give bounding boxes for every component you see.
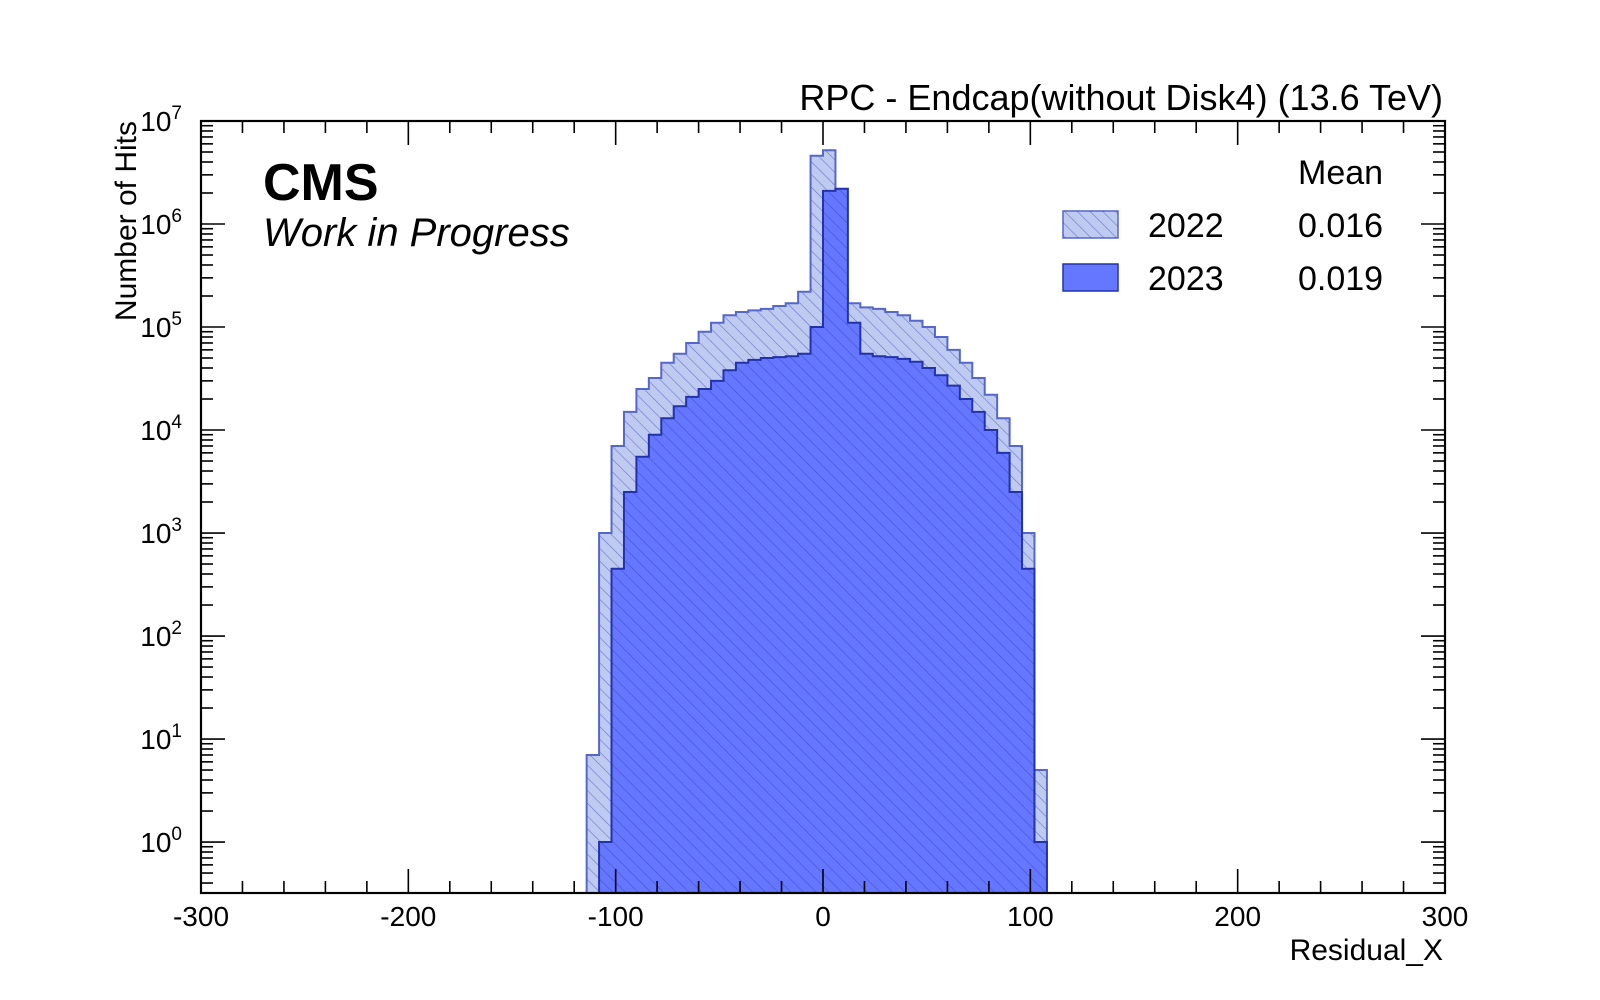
legend-mean-2023: 0.019 bbox=[1298, 260, 1383, 298]
bar-hatch-2023-28 bbox=[934, 375, 948, 893]
bar-hatch-2023-21 bbox=[847, 322, 861, 893]
series-outline-2022 bbox=[585, 149, 1048, 893]
bar-hatch-2023-29 bbox=[947, 385, 961, 893]
bar-hatch-2022-0 bbox=[586, 754, 600, 893]
bar-hatch-2023-30 bbox=[959, 399, 973, 893]
bar-hatch-2023-27 bbox=[922, 367, 936, 893]
bar-hatch-2023-6 bbox=[661, 418, 675, 893]
bar-hatch-2023-19 bbox=[823, 190, 836, 894]
bar-hatch-2023-7 bbox=[673, 406, 687, 893]
bar-hatch-2023-8 bbox=[686, 396, 699, 893]
bar-hatch-2023-17 bbox=[798, 353, 811, 893]
bar-hatch-2023-35 bbox=[1022, 568, 1035, 893]
bar-hatch-2022-1 bbox=[599, 533, 612, 893]
experiment-label: CMS bbox=[263, 154, 379, 212]
x-tick-label: 100 bbox=[1007, 901, 1054, 932]
bar-hatch-2023-12 bbox=[735, 362, 749, 893]
bar-hatch-2023-33 bbox=[997, 452, 1010, 893]
histogram-bars bbox=[585, 149, 1048, 894]
y-axis-label: Number of Hits bbox=[110, 121, 143, 321]
x-tick-label: 0 bbox=[815, 901, 831, 932]
chart-title: RPC - Endcap(without Disk4) (13.6 TeV) bbox=[799, 77, 1443, 118]
y-tick-label: 102 bbox=[140, 618, 182, 652]
bar-hatch-2023-36 bbox=[1034, 842, 1048, 893]
y-tick-label: 105 bbox=[140, 309, 182, 343]
bar-hatch-2023-25 bbox=[897, 358, 911, 893]
series-2023 bbox=[586, 187, 1048, 894]
bar-hatch-2023-24 bbox=[885, 357, 899, 893]
x-tick-label: 300 bbox=[1422, 901, 1469, 932]
legend: Mean 2022 0.016 2023 0.019 bbox=[1062, 154, 1383, 298]
bar-hatch-2023-4 bbox=[636, 456, 650, 893]
bar-hatch-2023-10 bbox=[711, 380, 724, 893]
bar-hatch-2023-2 bbox=[611, 568, 625, 893]
bar-hatch-2023-15 bbox=[773, 357, 787, 893]
bar-hatch-2023-5 bbox=[648, 434, 662, 893]
bar-hatch-2023-14 bbox=[760, 358, 774, 893]
bar-hatch-2023-26 bbox=[910, 361, 923, 893]
legend-label-2023: 2023 bbox=[1148, 260, 1224, 298]
status-label: Work in Progress bbox=[263, 211, 570, 255]
legend-swatch-2022-hatch bbox=[1063, 211, 1118, 238]
legend-swatch-2023 bbox=[1062, 263, 1119, 292]
legend-mean-2022: 0.016 bbox=[1298, 207, 1383, 245]
y-tick-label: 101 bbox=[140, 721, 182, 755]
y-tick-label: 106 bbox=[140, 206, 182, 240]
legend-label-2022: 2022 bbox=[1148, 207, 1224, 245]
legend-entry-2022: 2022 0.016 bbox=[1062, 207, 1383, 245]
bar-hatch-2023-9 bbox=[698, 389, 712, 893]
bar-hatch-2023-1 bbox=[599, 842, 612, 893]
y-tick-label: 103 bbox=[140, 515, 182, 549]
bar-hatch-2023-34 bbox=[1009, 492, 1023, 893]
x-tick-label: 200 bbox=[1214, 901, 1261, 932]
bar-hatch-2023-23 bbox=[872, 356, 886, 893]
x-tick-label: -100 bbox=[588, 901, 644, 932]
bar-hatch-2023-22 bbox=[860, 353, 874, 893]
x-tick-label: -300 bbox=[173, 901, 229, 932]
bar-hatch-2023-20 bbox=[835, 188, 849, 893]
x-tick-label: -200 bbox=[380, 901, 436, 932]
bar-hatch-2023-18 bbox=[810, 327, 824, 893]
y-tick-label: 104 bbox=[140, 412, 182, 446]
bar-hatch-2023-32 bbox=[984, 430, 998, 893]
legend-entry-2023: 2023 0.019 bbox=[1062, 260, 1383, 298]
y-tick-label: 107 bbox=[140, 103, 182, 137]
y-tick-label: 100 bbox=[140, 824, 182, 858]
bar-hatch-2023-3 bbox=[623, 492, 637, 893]
y-axis: 100 101 102 103 104 105 106 107 bbox=[140, 103, 1445, 884]
legend-header: Mean bbox=[1298, 154, 1383, 192]
bar-hatch-2023-11 bbox=[723, 370, 737, 893]
bar-hatch-2023-31 bbox=[972, 411, 986, 893]
series-outline-2023 bbox=[586, 187, 1048, 894]
x-axis-label: Residual_X bbox=[1290, 934, 1443, 967]
bar-hatch-2023-13 bbox=[748, 359, 762, 894]
bar-hatch-2023-16 bbox=[785, 356, 799, 893]
